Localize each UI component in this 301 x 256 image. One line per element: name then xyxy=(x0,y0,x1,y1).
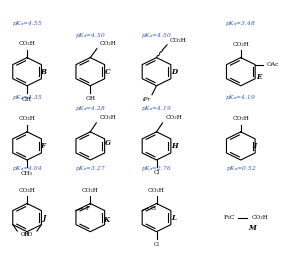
Text: HO: HO xyxy=(24,232,33,237)
Text: CO₂H: CO₂H xyxy=(99,115,116,120)
Text: CO₂H: CO₂H xyxy=(148,188,165,193)
Text: Cl: Cl xyxy=(151,206,157,210)
Text: B: B xyxy=(40,68,46,76)
Text: pK$_a$=3.27: pK$_a$=3.27 xyxy=(75,164,106,174)
Text: OH: OH xyxy=(21,232,30,237)
Text: pK$_a$=4.50: pK$_a$=4.50 xyxy=(75,31,106,40)
Text: pK$_a$=4.04: pK$_a$=4.04 xyxy=(12,164,42,174)
Text: pK$_a$=2.76: pK$_a$=2.76 xyxy=(141,164,172,174)
Text: pK$_a$=4.19: pK$_a$=4.19 xyxy=(225,93,256,102)
Text: iPr: iPr xyxy=(142,97,150,102)
Text: Cl: Cl xyxy=(154,242,160,247)
Text: L: L xyxy=(172,214,176,222)
Text: CO₂H: CO₂H xyxy=(232,42,249,47)
Text: pK$_a$=4.19: pK$_a$=4.19 xyxy=(141,104,172,113)
Text: CO₂H: CO₂H xyxy=(232,116,249,121)
Text: OH: OH xyxy=(22,97,32,102)
Text: pK$_a$=3.48: pK$_a$=3.48 xyxy=(225,18,256,28)
Text: Cl: Cl xyxy=(154,170,160,175)
Text: I: I xyxy=(253,142,257,150)
Text: F: F xyxy=(40,142,45,150)
Text: G: G xyxy=(105,139,111,147)
Text: CO₂H: CO₂H xyxy=(166,115,182,120)
Text: CO₂H: CO₂H xyxy=(170,38,187,43)
Text: K: K xyxy=(103,216,109,224)
Text: C: C xyxy=(105,68,111,76)
Text: pK$_a$=4.55: pK$_a$=4.55 xyxy=(12,18,42,28)
Text: CO₂H: CO₂H xyxy=(82,188,99,193)
Text: pK$_a$=0.52: pK$_a$=0.52 xyxy=(225,164,256,174)
Text: OH: OH xyxy=(85,96,95,101)
Text: M: M xyxy=(248,224,256,232)
Text: F₃C: F₃C xyxy=(223,215,235,220)
Text: pK$_a$=4.28: pK$_a$=4.28 xyxy=(75,104,106,113)
Text: CO₂H: CO₂H xyxy=(19,116,36,121)
Text: OAc: OAc xyxy=(267,62,279,67)
Text: CO₂H: CO₂H xyxy=(251,215,268,220)
Text: pK$_a$=4.35: pK$_a$=4.35 xyxy=(12,93,42,102)
Text: CO₂H: CO₂H xyxy=(100,41,117,46)
Text: CH₃: CH₃ xyxy=(21,171,33,176)
Text: CO₂H: CO₂H xyxy=(19,41,36,46)
Text: CO₂H: CO₂H xyxy=(19,188,36,193)
Text: H: H xyxy=(172,142,178,150)
Text: J: J xyxy=(42,214,45,222)
Text: F: F xyxy=(85,206,90,210)
Text: pK$_a$=4.50: pK$_a$=4.50 xyxy=(141,31,172,40)
Text: E: E xyxy=(256,73,261,81)
Text: D: D xyxy=(172,68,178,76)
